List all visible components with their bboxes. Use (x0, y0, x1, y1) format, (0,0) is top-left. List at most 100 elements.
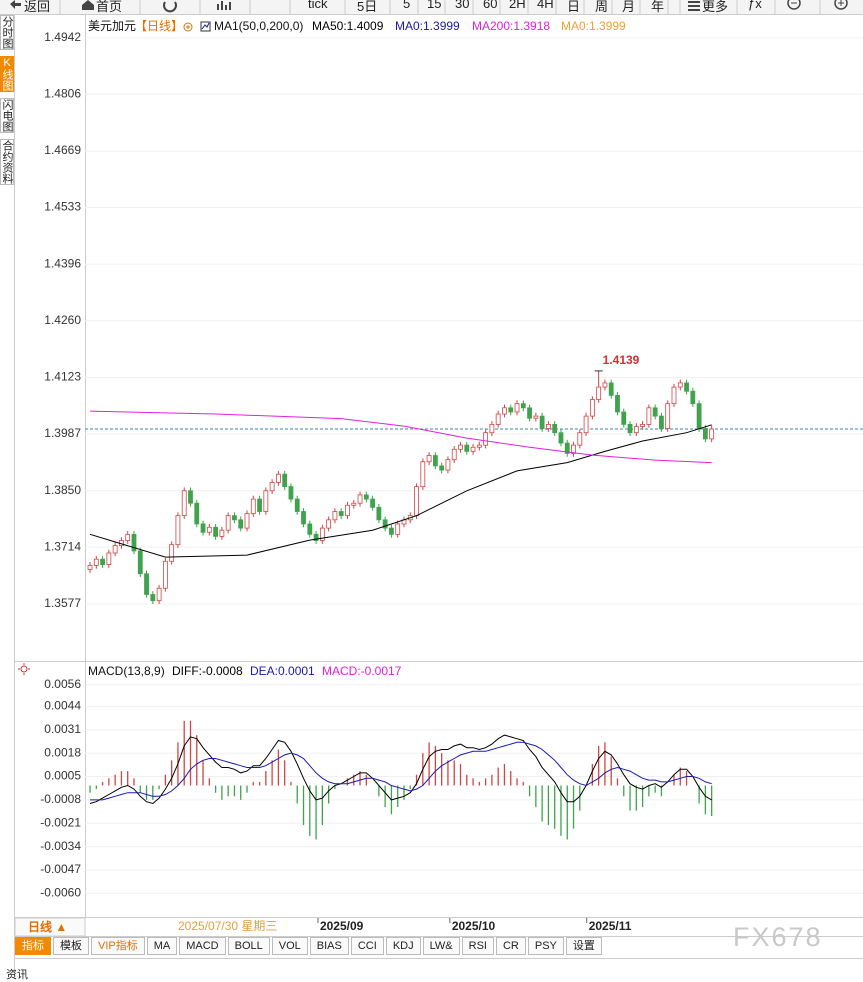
toolbar-button[interactable]: 60 (483, 0, 498, 11)
toolbar-button[interactable]: 周 (595, 0, 609, 14)
toolbar-button[interactable]: 5日 (357, 0, 378, 14)
period-label: 【日线】 (135, 19, 183, 33)
x-tick-label: 2025/10 (452, 919, 496, 933)
candle-body (389, 527, 394, 535)
candle-body (125, 533, 131, 541)
legend-item: DIFF:-0.0008 (172, 664, 243, 678)
toolbar-button[interactable]: 4H (537, 0, 554, 11)
candle-body (502, 407, 507, 415)
macd-line (90, 741, 712, 801)
toolbar-button[interactable]: 年 (651, 0, 665, 14)
y-tick-label: 1.3577 (44, 596, 81, 610)
candle-body (546, 424, 551, 429)
candle-body (238, 519, 244, 529)
candle-body (326, 519, 332, 529)
y-tick-label: -0.0047 (40, 862, 81, 876)
y-tick-label: 1.3850 (44, 483, 81, 497)
y-tick-label: -0.0021 (40, 815, 81, 829)
candle-body (319, 527, 325, 541)
candle-body (395, 523, 401, 535)
candle-body (426, 455, 432, 463)
candle-body (357, 494, 363, 504)
footer-tab[interactable]: 资讯 (6, 969, 28, 981)
toolbar-button[interactable]: 2H (509, 0, 526, 11)
legend-item: MA200:1.3918 (472, 19, 550, 33)
candle-body (621, 411, 627, 425)
indicator-tab[interactable]: 模板 (53, 937, 89, 955)
legend-item: MA0:1.3999 (395, 19, 460, 33)
candle-body (577, 432, 583, 446)
toolbar-button[interactable]: 30 (455, 0, 470, 11)
candle-body (175, 515, 181, 546)
y-tick-label: 0.0018 (44, 745, 81, 759)
candle-body (137, 550, 143, 575)
candle-body (232, 515, 237, 521)
indicator-tab[interactable]: VOL (271, 937, 308, 955)
y-tick-label: 1.3987 (44, 426, 81, 440)
sidebar-tab[interactable]: 分时图 (0, 15, 14, 50)
candle-body (181, 490, 187, 517)
ma-line (89, 410, 712, 464)
indicator-tab[interactable]: MA (146, 937, 178, 955)
candle-body (263, 490, 269, 512)
indicator-label: MA1(50,0,200,0) (214, 19, 303, 33)
indicator-tab[interactable]: KDJ (385, 937, 421, 955)
x-tick-label: 2025/11 (589, 919, 632, 933)
candle-body (106, 552, 112, 566)
indicator-tab[interactable]: 指标 (15, 937, 51, 955)
indicator-tab[interactable]: VIP指标 (91, 937, 145, 955)
watermark: FX678 (733, 922, 823, 952)
sidebar-tab[interactable]: K线图 (0, 56, 14, 92)
candle-body (250, 498, 256, 514)
indicator-tab[interactable]: MACD (179, 937, 226, 955)
indicator-tab[interactable]: 设置 (565, 937, 602, 955)
candle-body (659, 415, 664, 429)
toolbar-button[interactable]: 日 (567, 0, 581, 14)
toolbar-button[interactable]: 15 (427, 0, 442, 11)
candle-body (363, 494, 369, 500)
candle-body (615, 394, 620, 413)
indicator-label: MACD(13,8,9) (88, 664, 165, 678)
y-tick-label: -0.0034 (40, 839, 81, 853)
candle-body (338, 511, 344, 517)
toolbar-button[interactable]: 更多 (702, 0, 729, 14)
indicator-tab[interactable]: BIAS (309, 937, 349, 955)
candle-body (476, 444, 482, 448)
y-tick-label: -0.0008 (40, 792, 81, 806)
candle-body (269, 482, 275, 492)
candle-body (301, 511, 306, 525)
y-tick-label: 1.4396 (44, 256, 81, 270)
toolbar: 返回 首页 tick 5日 5 15 30 60 2H 4H 日周月 年 更多 ƒx (0, 0, 863, 15)
toolbar-button[interactable]: 首页 (96, 0, 123, 14)
indicator-tab[interactable]: CR (495, 937, 526, 955)
candle-body (583, 415, 589, 434)
candle-body (709, 428, 715, 440)
indicator-tab[interactable]: LW& (422, 937, 460, 955)
y-tick-label: 1.4669 (44, 143, 81, 157)
sidebar-tab[interactable]: 合约资料 (0, 139, 14, 185)
toolbar-button[interactable]: 月 (622, 0, 636, 14)
candle-body (294, 498, 300, 512)
candle-body (169, 544, 175, 562)
indicator-tab[interactable]: PSY (527, 937, 564, 955)
y-tick-label: 1.4260 (44, 313, 81, 327)
legend-item: DEA:0.0001 (250, 664, 315, 678)
macd-line (89, 734, 712, 805)
indicator-tab[interactable]: CCI (350, 937, 384, 955)
candle-body (93, 558, 99, 566)
y-tick-label: 0.0044 (44, 699, 81, 713)
candle-body (345, 504, 350, 517)
indicator-tab[interactable]: BOLL (227, 937, 270, 955)
toolbar-button[interactable]: ƒx (748, 0, 762, 11)
candle-body (483, 432, 489, 446)
sidebar-tab[interactable]: 闪电图 (0, 98, 14, 133)
candle-body (684, 382, 689, 392)
indicator-tab[interactable]: RSI (461, 937, 494, 955)
candle-body (533, 415, 539, 419)
candle-body (439, 465, 445, 471)
toolbar-button[interactable]: tick (308, 0, 328, 11)
toolbar-button[interactable]: 5 (403, 0, 411, 11)
candle-body (458, 444, 463, 450)
max-label: 1.4139 (603, 353, 640, 367)
toolbar-button[interactable]: 返回 (24, 0, 51, 14)
